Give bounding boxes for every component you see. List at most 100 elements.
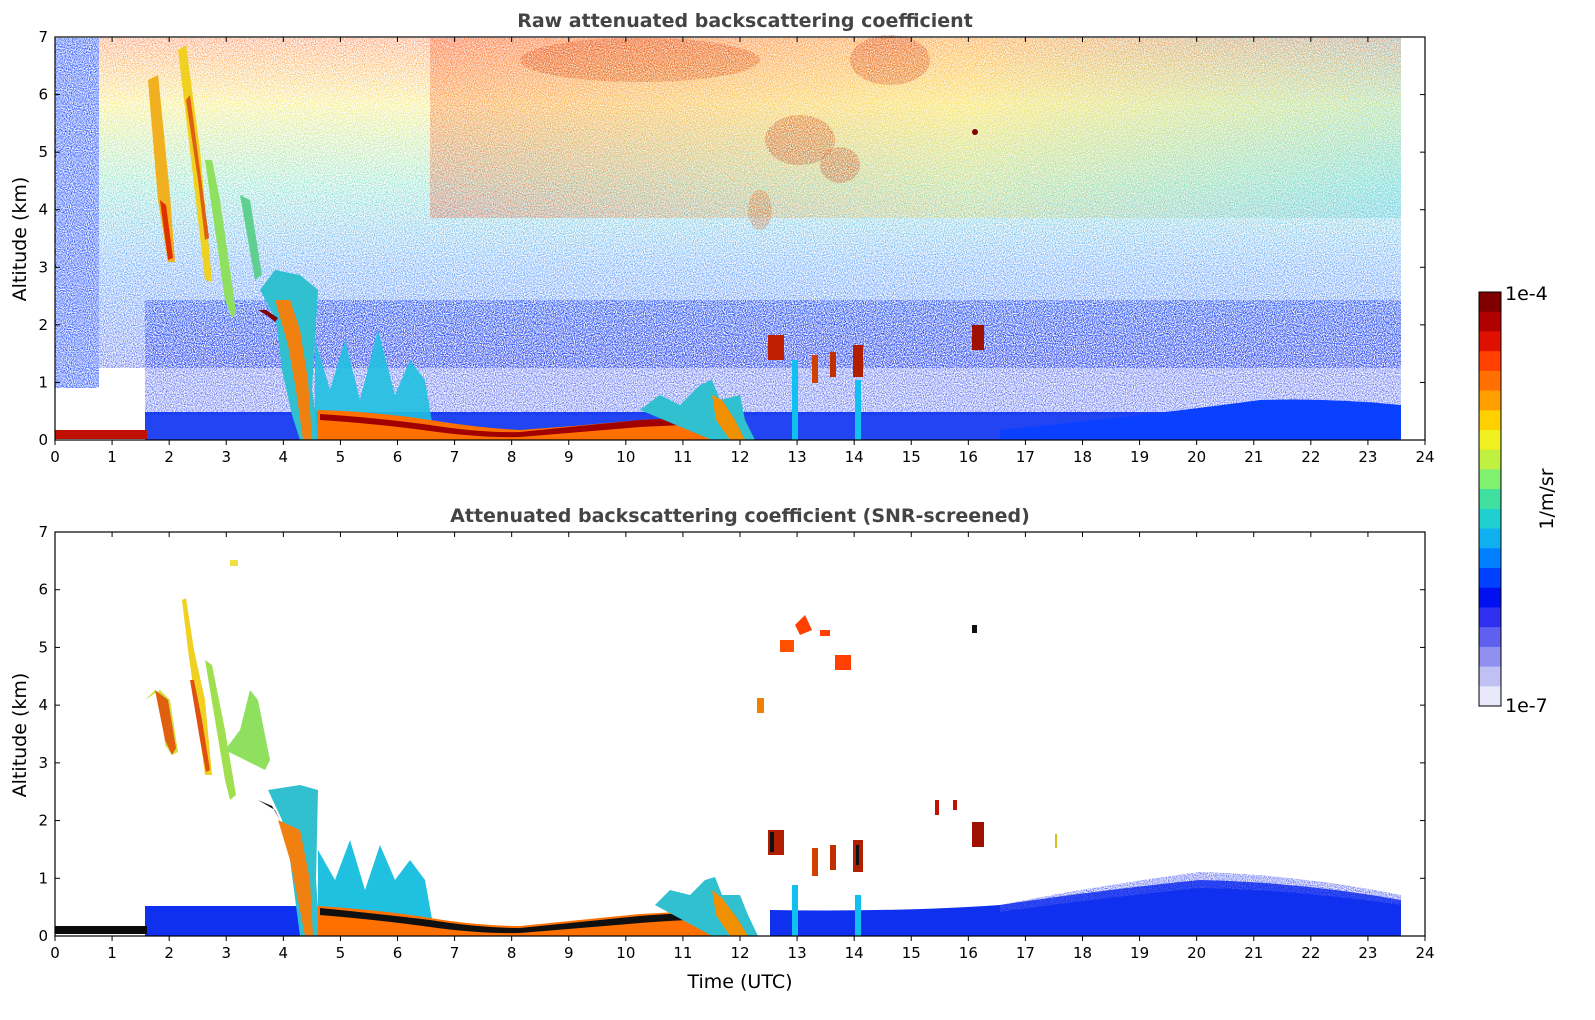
colorbar: 1e-4 1e-7 1/m/sr [1478, 283, 1558, 717]
bottom-x-tick-label: 11 [673, 944, 692, 962]
colorbar-band [1479, 331, 1501, 352]
bottom-x-tick-label: 4 [279, 944, 289, 962]
colorbar-frame [1478, 291, 1502, 707]
bottom-x-tick-label: 5 [336, 944, 346, 962]
bottom-y-tick-label: 4 [38, 696, 48, 714]
top-x-tick-label: 23 [1358, 448, 1377, 466]
bottom-x-tick-label: 12 [730, 944, 749, 962]
colorbar-band [1479, 607, 1501, 628]
bottom-y-axis-label: Altitude (km) [9, 673, 31, 798]
top-x-tick-label: 19 [1130, 448, 1149, 466]
top-y-tick-label: 0 [38, 431, 48, 449]
top-y-tick-label: 4 [38, 201, 48, 219]
top-x-tick-label: 16 [959, 448, 978, 466]
top-x-tick-label: 17 [1016, 448, 1035, 466]
top-x-tick-label: 10 [616, 448, 635, 466]
bottom-surface-blue [145, 906, 300, 936]
bottom-y-tick-label: 0 [38, 927, 48, 945]
top-chart-title: Raw attenuated backscattering coefficien… [517, 10, 973, 32]
colorbar-band [1479, 370, 1501, 392]
bottom-x-tick-label: 9 [564, 944, 574, 962]
bottom-y-tick-label: 1 [38, 869, 48, 887]
bottom-x-tick-label: 1 [107, 944, 117, 962]
colorbar-band [1479, 410, 1501, 431]
bottom-x-tick-label: 10 [616, 944, 635, 962]
bottom-x-tick-label: 21 [1244, 944, 1263, 962]
bottom-chart-title: Attenuated backscattering coefficient (S… [450, 505, 1030, 527]
top-x-tick-label: 0 [50, 448, 60, 466]
top-x-tick-label: 13 [788, 448, 807, 466]
top-x-tick-label: 3 [221, 448, 231, 466]
bottom-x-tick-label: 20 [1187, 944, 1206, 962]
top-x-tick-label: 21 [1244, 448, 1263, 466]
top-left-noise-strip [55, 38, 99, 388]
top-y-axis-label: Altitude (km) [9, 177, 31, 302]
top-y-tick-label: 1 [38, 373, 48, 391]
bottom-y-tick-label: 6 [38, 581, 48, 599]
colorbar-band [1479, 686, 1501, 707]
colorbar-band [1479, 292, 1501, 313]
top-x-tick-label: 5 [336, 448, 346, 466]
colorbar-bands [1479, 292, 1501, 707]
top-mid-cloud [768, 325, 984, 440]
colorbar-band [1479, 430, 1501, 451]
top-upper-red [520, 35, 930, 230]
bottom-panel: Attenuated backscattering coefficient (S… [9, 505, 1435, 993]
bottom-boundary-layer [318, 840, 861, 936]
top-y-tick-label: 6 [38, 86, 48, 104]
colorbar-band [1479, 627, 1501, 648]
bottom-x-tick-label: 18 [1073, 944, 1092, 962]
top-x-tick-label: 15 [902, 448, 921, 466]
colorbar-band [1479, 469, 1501, 490]
top-surface-layer [55, 430, 147, 439]
top-end-blank [1402, 38, 1425, 440]
top-plot-area [54, 35, 1426, 441]
bottom-evening-aerosol-top [1000, 872, 1401, 912]
bottom-x-tick-label: 13 [788, 944, 807, 962]
bottom-x-axis: 0 1 2 3 4 5 6 7 8 9 10 11 12 13 14 15 16 17 18 19 20 21 22 23 24 [50, 532, 1435, 962]
colorbar-band [1479, 548, 1501, 569]
top-boundary-layer [315, 330, 755, 440]
colorbar-band [1479, 646, 1501, 668]
top-high-cloud-dot [972, 129, 978, 135]
top-x-tick-label: 8 [507, 448, 517, 466]
bottom-y-tick-label: 7 [38, 523, 48, 541]
top-x-tick-label: 4 [279, 448, 289, 466]
colorbar-band [1479, 449, 1501, 471]
top-x-tick-label: 11 [673, 448, 692, 466]
colorbar-max-label: 1e-4 [1505, 283, 1548, 305]
top-y-tick-label: 3 [38, 258, 48, 276]
colorbar-unit-label: 1/m/sr [1536, 468, 1558, 529]
bottom-virga [145, 598, 320, 936]
bottom-x-tick-label: 6 [393, 944, 403, 962]
top-x-tick-label: 9 [564, 448, 574, 466]
colorbar-min-label: 1e-7 [1505, 695, 1548, 717]
bottom-x-tick-label: 19 [1130, 944, 1149, 962]
top-x-tick-label: 18 [1073, 448, 1092, 466]
bottom-x-tick-label: 2 [164, 944, 174, 962]
colorbar-band [1479, 390, 1501, 411]
bottom-x-tick-label: 23 [1358, 944, 1377, 962]
top-x-tick-label: 22 [1301, 448, 1320, 466]
top-x-tick-label: 14 [845, 448, 864, 466]
bottom-x-tick-label: 8 [507, 944, 517, 962]
top-x-tick-label: 12 [730, 448, 749, 466]
bottom-evening-aerosol [770, 880, 1401, 936]
top-panel: Raw attenuated backscattering coefficien… [9, 10, 1435, 466]
bottom-x-tick-label: 22 [1301, 944, 1320, 962]
bottom-y-axis: 0 1 2 3 4 5 6 7 [38, 523, 1425, 945]
bottom-plot-area [54, 531, 1426, 937]
colorbar-band [1479, 489, 1501, 510]
bottom-x-tick-label: 0 [50, 944, 60, 962]
colorbar-band [1479, 568, 1501, 589]
top-y-axis: 0 1 2 3 4 5 6 7 [38, 28, 1425, 449]
top-y-tick-label: 2 [38, 316, 48, 334]
bottom-x-tick-label: 14 [845, 944, 864, 962]
top-y-tick-label: 5 [38, 143, 48, 161]
top-y-tick-label: 7 [38, 28, 48, 46]
bottom-y-tick-label: 2 [38, 812, 48, 830]
bottom-x-tick-label: 15 [902, 944, 921, 962]
top-x-tick-label: 20 [1187, 448, 1206, 466]
colorbar-band [1479, 528, 1501, 549]
top-x-tick-label: 1 [107, 448, 117, 466]
